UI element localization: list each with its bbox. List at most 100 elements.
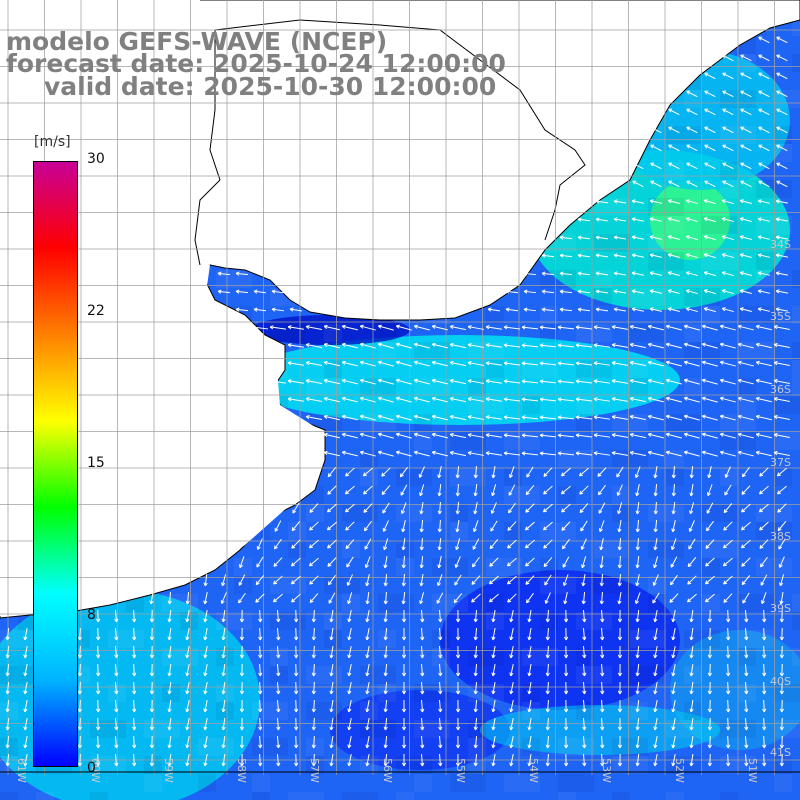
wind-arrow (359, 342, 376, 349)
wind-arrow (557, 415, 575, 420)
wind-arrow (400, 502, 407, 514)
wind-arrow (239, 681, 245, 695)
wind-arrow (185, 682, 190, 695)
wind-arrow (773, 324, 790, 331)
wind-arrow (653, 556, 659, 569)
wind-arrow (721, 235, 734, 241)
wind-arrow (508, 466, 515, 479)
wind-arrow (545, 699, 550, 713)
wind-arrow (773, 432, 790, 439)
wind-arrow (635, 574, 640, 587)
wind-arrow (294, 717, 299, 731)
wind-arrow (149, 645, 155, 659)
wind-arrow (686, 108, 698, 116)
wind-arrow (329, 753, 334, 767)
wind-arrow (419, 537, 424, 551)
wind-arrow (744, 645, 749, 659)
wind-arrow (653, 538, 658, 551)
wind-arrow (253, 289, 267, 294)
wind-arrow (276, 699, 281, 713)
wind-arrow (364, 556, 371, 568)
wind-arrow (671, 501, 676, 515)
wind-arrow (739, 199, 752, 204)
wind-arrow (721, 289, 734, 295)
wind-arrow (719, 414, 736, 421)
wind-arrow (437, 556, 442, 569)
wind-arrow (687, 557, 697, 568)
wind-arrow (689, 753, 694, 767)
wind-arrow (365, 736, 370, 749)
wind-arrow (617, 735, 623, 749)
wind-arrow (577, 307, 591, 312)
wind-arrow (132, 645, 137, 659)
wind-arrow (652, 592, 660, 604)
wind-arrow (467, 396, 484, 402)
wind-arrow (685, 307, 698, 313)
wind-arrow (757, 289, 770, 294)
wind-arrow (689, 627, 694, 641)
wind-arrow (239, 645, 245, 659)
wind-arrow (395, 378, 412, 385)
wind-arrow (309, 575, 319, 585)
wind-arrow (545, 609, 550, 623)
wind-arrow (276, 681, 281, 695)
wind-arrow (561, 467, 571, 477)
wind-arrow (449, 396, 466, 403)
wind-arrow (291, 557, 301, 567)
wind-arrow (418, 466, 425, 478)
lon-label: 61W (15, 758, 28, 783)
wind-arrow (631, 271, 644, 276)
wind-arrow (686, 126, 698, 134)
wind-arrow (383, 735, 388, 749)
wind-arrow (649, 199, 662, 204)
wind-arrow (294, 663, 299, 677)
wind-arrow (542, 503, 553, 513)
wind-arrow (365, 591, 370, 605)
wind-arrow (344, 503, 355, 513)
wind-arrow (762, 699, 767, 713)
wind-arrow (471, 593, 481, 603)
wind-arrow (420, 663, 425, 677)
wind-arrow (5, 681, 10, 695)
wind-arrow (251, 325, 269, 330)
wind-arrow (557, 433, 575, 438)
wind-arrow (685, 289, 698, 295)
wind-arrow (704, 90, 716, 98)
wind-arrow (719, 342, 736, 349)
wind-arrow (577, 271, 591, 276)
wind-arrow (311, 699, 316, 713)
wind-arrow (203, 592, 208, 605)
wind-arrow (557, 325, 575, 330)
wind-arrow (23, 736, 28, 749)
wind-arrow (779, 663, 784, 677)
wind-arrow (395, 432, 412, 439)
lon-label: 58W (235, 758, 248, 783)
wind-arrow (668, 126, 680, 134)
wind-arrow (96, 663, 101, 677)
wind-arrow (757, 217, 770, 222)
wind-arrow (539, 433, 557, 438)
wind-arrow (5, 753, 10, 767)
wind-arrow (365, 664, 370, 677)
wind-arrow (149, 699, 155, 713)
wind-arrow (525, 592, 534, 604)
wind-arrow (582, 663, 587, 677)
wind-arrow (395, 396, 412, 403)
wind-arrow (473, 483, 478, 497)
wind-arrow (96, 609, 101, 623)
wind-arrow (653, 466, 658, 479)
wind-arrow (217, 271, 231, 276)
wind-arrow (653, 664, 658, 677)
wind-arrow (521, 325, 539, 330)
wind-arrow (239, 699, 245, 713)
wind-arrow (506, 575, 517, 585)
wind-arrow (347, 736, 352, 749)
lon-label: 54W (527, 758, 540, 783)
wind-arrow (472, 538, 480, 550)
wind-arrow (539, 325, 557, 330)
wind-arrow (485, 379, 502, 384)
wind-arrow (593, 433, 610, 438)
wind-arrow (740, 521, 751, 531)
wind-arrow (438, 627, 443, 641)
wind-arrow (762, 645, 767, 659)
